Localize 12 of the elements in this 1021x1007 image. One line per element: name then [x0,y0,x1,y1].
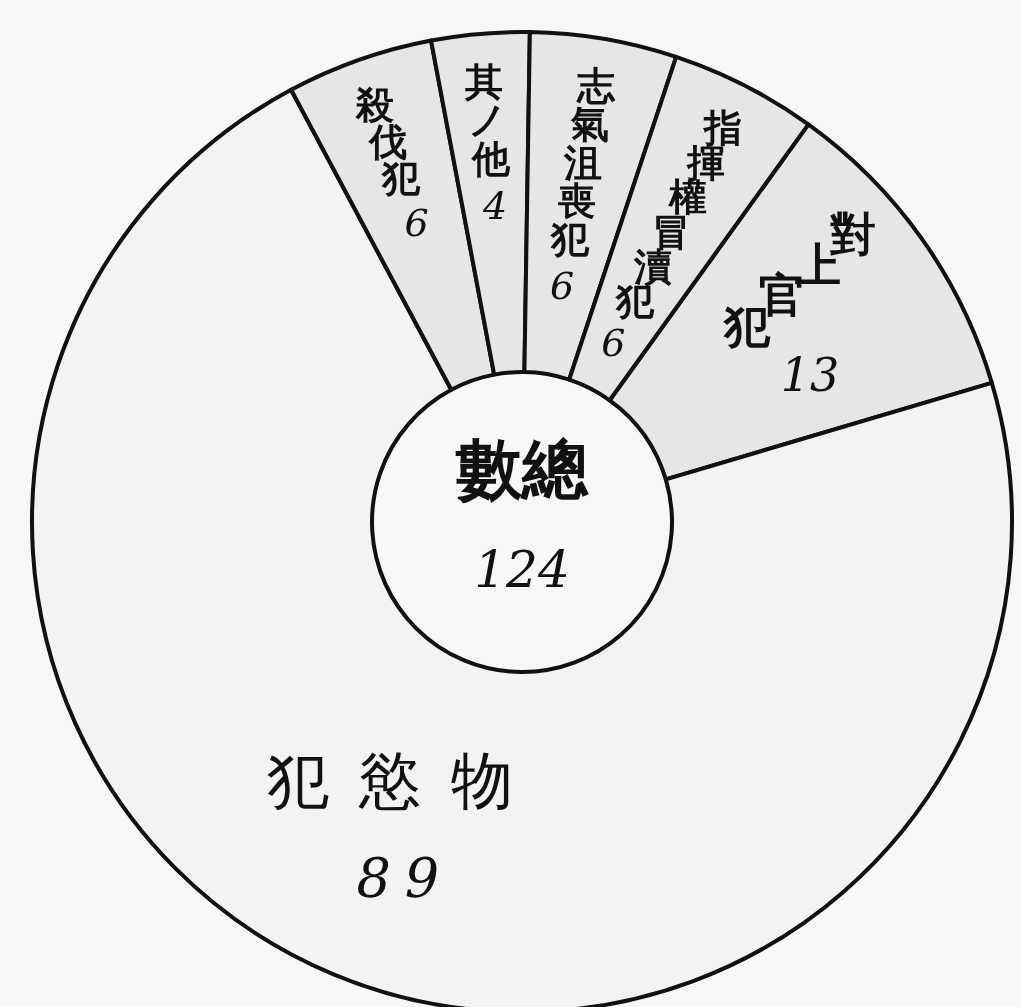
data-label: 6 [404,200,429,245]
data-label: 6 [550,263,575,308]
data-label: 4 [481,183,508,228]
data-label: 89 [356,847,454,911]
slice-label: 其ノ他 [464,58,511,181]
slice-label: 志氣沮喪犯 [550,62,617,261]
text: 124 [474,541,570,599]
data-label: 6 [601,321,626,366]
data-label: 13 [780,347,840,402]
slice-label: 犯慾物 [266,744,543,818]
slice-label: 殺伐犯 [354,81,421,200]
text: 數總 [455,430,589,508]
